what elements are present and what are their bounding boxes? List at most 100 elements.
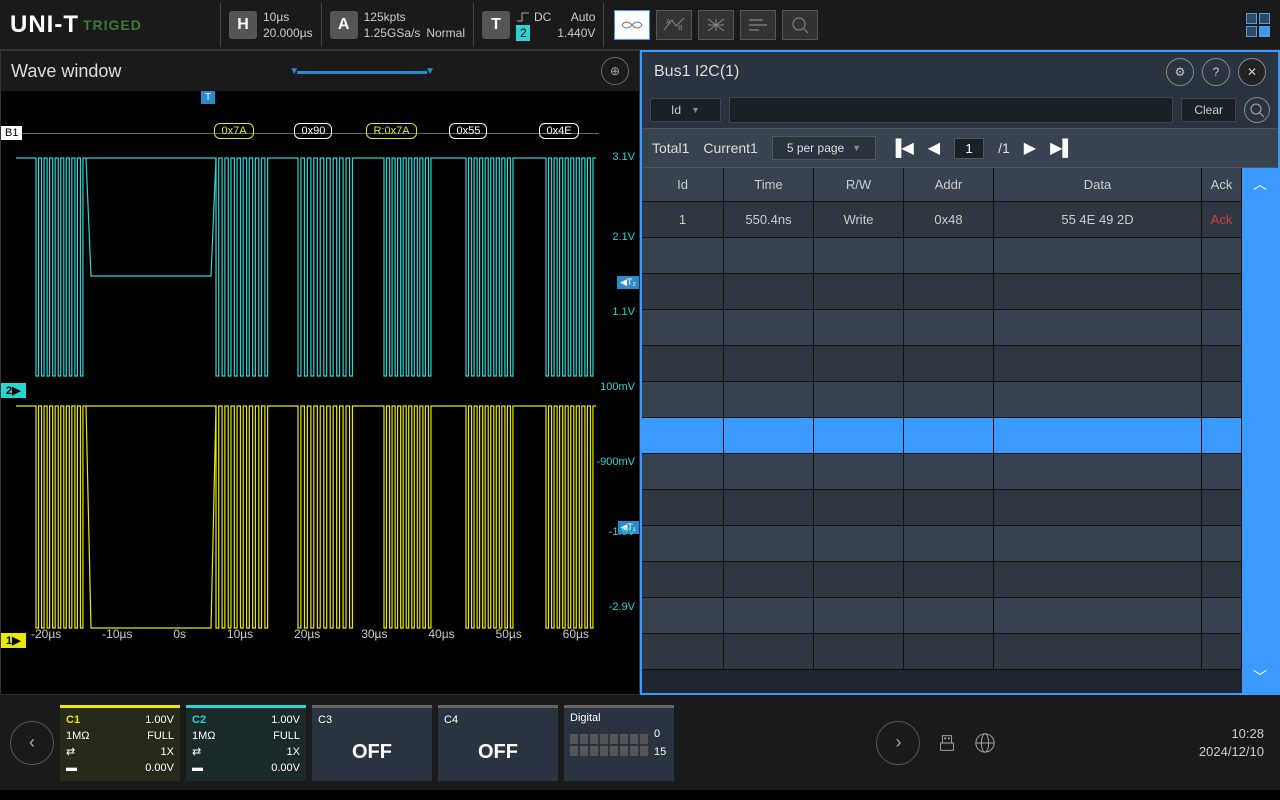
ch1-offset: 0.00V	[145, 760, 174, 776]
trigger-marker[interactable]: T	[201, 91, 215, 104]
table-cell	[904, 634, 994, 669]
horizontal-settings[interactable]: H 10µs 20.000µs	[220, 3, 321, 47]
table-row[interactable]	[642, 634, 1242, 670]
table-row[interactable]	[642, 310, 1242, 346]
table-cell	[814, 310, 904, 345]
table-cell	[904, 238, 994, 273]
table-cell	[724, 346, 814, 381]
table-cell	[724, 382, 814, 417]
perpage-dropdown[interactable]: 5 per page ▼	[772, 136, 876, 160]
decode-table: IdTimeR/WAddrDataAck 1550.4nsWrite0x4855…	[642, 168, 1242, 693]
timebase: 10µs	[263, 9, 313, 25]
ch4-state: OFF	[444, 728, 552, 777]
channel-3-box[interactable]: C3 OFF	[312, 705, 432, 781]
gear-icon[interactable]: ⚙	[1166, 58, 1194, 86]
clock-date: 2024/12/10	[1199, 743, 1264, 761]
last-page-button[interactable]: ▶▌	[1050, 138, 1074, 158]
nav-minimap[interactable]: ▼▬▬▬▬▬▬▬▬▬▬▬▬▬▬▬▬▼	[289, 66, 433, 77]
table-cell	[724, 454, 814, 489]
table-cell	[642, 490, 724, 525]
next-channel-button[interactable]: ›	[876, 721, 920, 765]
digital-box[interactable]: Digital 0 15	[564, 705, 674, 781]
channel-2-box[interactable]: C21.00V 1MΩFULL ⇄1X ▬0.00V	[186, 705, 306, 781]
vscale-tick: 100mV	[600, 381, 635, 393]
channel-4-box[interactable]: C4 OFF	[438, 705, 558, 781]
trigger-settings[interactable]: T DC 2 Auto 1.440V	[473, 3, 603, 47]
clear-button[interactable]: Clear	[1181, 98, 1236, 122]
scroll-down-icon[interactable]: ﹀	[1253, 667, 1267, 687]
table-row[interactable]	[642, 598, 1242, 634]
table-cell	[904, 526, 994, 561]
table-cell	[994, 490, 1202, 525]
zoom-icon[interactable]: ⊕	[601, 57, 629, 85]
chevron-down-icon: ▼	[852, 143, 861, 153]
waveform-area[interactable]: T B1 0x7A0x90R:0x7A0x550x4E 2▶ 1▶ ◀T₂ ◀T…	[1, 91, 639, 651]
gnd-icon: ▬	[192, 760, 203, 776]
channel-1-box[interactable]: C11.00V 1MΩFULL ⇄1X ▬0.00V	[60, 705, 180, 781]
table-cell	[814, 238, 904, 273]
col-header[interactable]: Time	[724, 168, 814, 201]
filter-input[interactable]	[729, 97, 1173, 123]
table-row[interactable]	[642, 382, 1242, 418]
table-row[interactable]	[642, 454, 1242, 490]
table-row[interactable]	[642, 490, 1242, 526]
hscale-tick: -10µs	[102, 627, 132, 643]
acq-mode: Normal	[426, 25, 465, 41]
first-page-button[interactable]: ▐◀	[890, 138, 914, 158]
table-row[interactable]: 1550.4nsWrite0x4855 4E 49 2DAck	[642, 202, 1242, 238]
table-cell	[904, 274, 994, 309]
table-cell	[724, 598, 814, 633]
table-cell: Write	[814, 202, 904, 237]
ch1-vdiv: 1.00V	[145, 712, 174, 728]
col-header[interactable]: Id	[642, 168, 724, 201]
t-button[interactable]: T	[482, 11, 510, 39]
a-button[interactable]: A	[330, 11, 358, 39]
scrollbar[interactable]: ︿ ﹀	[1242, 168, 1278, 693]
h-button[interactable]: H	[229, 11, 257, 39]
xy-icon[interactable]	[698, 10, 734, 40]
table-row[interactable]	[642, 526, 1242, 562]
help-icon[interactable]: ?	[1202, 58, 1230, 86]
id-dropdown[interactable]: Id ▼	[650, 98, 721, 122]
table-cell	[814, 634, 904, 669]
measure-icon[interactable]	[614, 10, 650, 40]
svg-text:A: A	[666, 19, 671, 26]
acquisition-settings[interactable]: A 125kpts 1.25GSa/s Normal	[321, 3, 473, 47]
page-input[interactable]	[954, 138, 984, 159]
current-count: Current1	[703, 140, 757, 156]
col-header[interactable]: Data	[994, 168, 1202, 201]
table-cell	[814, 454, 904, 489]
ch1-name: C1	[66, 712, 80, 728]
prev-channel-button[interactable]: ‹	[10, 721, 54, 765]
search-icon[interactable]	[1244, 97, 1270, 123]
logo: UNI-T TRIGED	[0, 0, 220, 50]
ch2-vdiv: 1.00V	[271, 712, 300, 728]
table-cell	[814, 562, 904, 597]
table-cell	[994, 274, 1202, 309]
table-cell	[1202, 346, 1242, 381]
table-cell	[814, 382, 904, 417]
next-page-button[interactable]: ▶	[1024, 138, 1036, 158]
layout-grid-icon[interactable]	[1246, 13, 1270, 37]
cursor-icon[interactable]: AB	[656, 10, 692, 40]
table-row[interactable]	[642, 346, 1242, 382]
table-row[interactable]	[642, 562, 1242, 598]
table-row[interactable]	[642, 274, 1242, 310]
table-row[interactable]	[642, 418, 1242, 454]
search-tool-icon[interactable]	[782, 10, 818, 40]
table-cell	[814, 346, 904, 381]
col-header[interactable]: Addr	[904, 168, 994, 201]
table-cell	[1202, 526, 1242, 561]
col-header[interactable]: R/W	[814, 168, 904, 201]
col-header[interactable]: Ack	[1202, 168, 1242, 201]
page-total: /1	[998, 140, 1010, 156]
ch2-name: C2	[192, 712, 206, 728]
table-row[interactable]	[642, 238, 1242, 274]
chevron-down-icon: ▼	[691, 105, 700, 115]
clock-time: 10:28	[1199, 725, 1264, 743]
bars-icon[interactable]	[740, 10, 776, 40]
prev-page-button[interactable]: ◀	[928, 138, 940, 158]
close-icon[interactable]: ✕	[1238, 58, 1266, 86]
scroll-up-icon[interactable]: ︿	[1253, 174, 1267, 194]
table-cell	[1202, 598, 1242, 633]
